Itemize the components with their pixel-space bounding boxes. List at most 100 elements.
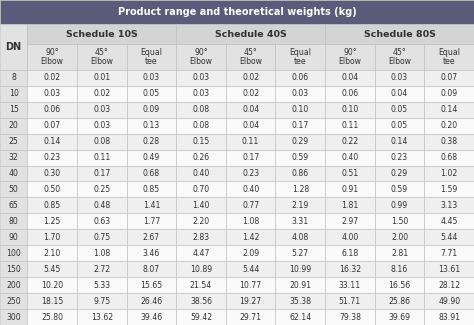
Text: 5.45: 5.45 — [44, 265, 61, 274]
Text: 1.02: 1.02 — [440, 169, 458, 178]
Text: 20: 20 — [9, 121, 18, 130]
Bar — [226, 197, 275, 214]
Bar — [226, 165, 275, 181]
Bar — [375, 134, 424, 150]
Bar — [275, 134, 325, 150]
Text: 0.08: 0.08 — [192, 105, 210, 114]
Bar — [275, 150, 325, 165]
Bar — [375, 245, 424, 261]
Text: Equal
tee: Equal tee — [438, 47, 460, 66]
Text: 0.17: 0.17 — [242, 153, 259, 162]
Bar — [77, 150, 127, 165]
Bar — [176, 197, 226, 214]
Bar — [27, 293, 77, 309]
Text: 0.25: 0.25 — [93, 185, 110, 194]
Text: 0.02: 0.02 — [242, 73, 259, 82]
Text: 0.15: 0.15 — [192, 137, 210, 146]
Bar — [0, 197, 27, 214]
Text: Equal
tee: Equal tee — [289, 47, 311, 66]
Text: 0.01: 0.01 — [93, 73, 110, 82]
Bar — [375, 44, 424, 70]
Bar — [375, 86, 424, 102]
Text: 25.86: 25.86 — [389, 297, 410, 306]
Text: 0.23: 0.23 — [44, 153, 61, 162]
Bar — [375, 229, 424, 245]
Bar — [176, 214, 226, 229]
Text: 0.07: 0.07 — [441, 73, 458, 82]
Bar — [176, 261, 226, 277]
Bar — [375, 150, 424, 165]
Text: Schedule 40S: Schedule 40S — [215, 30, 286, 39]
Text: 0.29: 0.29 — [391, 169, 408, 178]
Bar — [275, 44, 325, 70]
Text: 0.03: 0.03 — [192, 89, 210, 98]
Bar — [127, 277, 176, 293]
Text: 3.13: 3.13 — [440, 201, 458, 210]
Text: 5.33: 5.33 — [93, 280, 110, 290]
Bar — [375, 197, 424, 214]
Text: 0.03: 0.03 — [93, 105, 110, 114]
Text: 1.40: 1.40 — [192, 201, 210, 210]
Bar — [424, 229, 474, 245]
Text: 2.10: 2.10 — [44, 249, 61, 258]
Text: 0.10: 0.10 — [341, 105, 358, 114]
Text: 18.15: 18.15 — [41, 297, 63, 306]
Bar — [226, 229, 275, 245]
Bar — [226, 309, 275, 325]
Text: 0.28: 0.28 — [143, 137, 160, 146]
Bar — [77, 261, 127, 277]
Text: 0.03: 0.03 — [292, 89, 309, 98]
Text: 3.46: 3.46 — [143, 249, 160, 258]
Text: 0.14: 0.14 — [44, 137, 61, 146]
Bar — [176, 150, 226, 165]
Bar — [127, 165, 176, 181]
Bar — [275, 214, 325, 229]
Bar — [424, 261, 474, 277]
Text: 51.71: 51.71 — [339, 297, 361, 306]
Bar — [176, 70, 226, 86]
Text: 4.47: 4.47 — [192, 249, 210, 258]
Text: 13.62: 13.62 — [91, 313, 113, 321]
Text: 0.38: 0.38 — [441, 137, 458, 146]
Text: 0.03: 0.03 — [93, 121, 110, 130]
Bar — [77, 102, 127, 118]
Bar — [176, 102, 226, 118]
Text: 0.05: 0.05 — [143, 89, 160, 98]
Bar — [424, 277, 474, 293]
Text: 0.14: 0.14 — [391, 137, 408, 146]
Text: 59.42: 59.42 — [190, 313, 212, 321]
Text: 6.18: 6.18 — [341, 249, 358, 258]
Bar — [77, 277, 127, 293]
Text: 200: 200 — [6, 280, 21, 290]
Text: 0.04: 0.04 — [391, 89, 408, 98]
Bar — [27, 309, 77, 325]
Bar — [424, 293, 474, 309]
Bar — [0, 70, 27, 86]
Text: 32: 32 — [9, 153, 18, 162]
Bar — [176, 229, 226, 245]
Text: 80: 80 — [9, 217, 18, 226]
Text: 0.49: 0.49 — [143, 153, 160, 162]
Bar — [375, 277, 424, 293]
Text: 10.99: 10.99 — [289, 265, 311, 274]
Text: Equal
tee: Equal tee — [140, 47, 163, 66]
Bar — [226, 102, 275, 118]
Text: 0.05: 0.05 — [391, 105, 408, 114]
Bar — [0, 118, 27, 134]
Bar — [275, 293, 325, 309]
Bar — [325, 165, 375, 181]
Bar — [226, 150, 275, 165]
Text: 21.54: 21.54 — [190, 280, 212, 290]
Text: 0.04: 0.04 — [341, 73, 358, 82]
Bar — [0, 214, 27, 229]
Text: 35.38: 35.38 — [289, 297, 311, 306]
Bar — [275, 102, 325, 118]
Text: 10.20: 10.20 — [41, 280, 63, 290]
Bar — [325, 134, 375, 150]
Bar — [176, 86, 226, 102]
Text: 0.09: 0.09 — [441, 89, 458, 98]
Text: 0.22: 0.22 — [341, 137, 358, 146]
Bar — [77, 229, 127, 245]
Bar — [325, 44, 375, 70]
Bar — [77, 70, 127, 86]
